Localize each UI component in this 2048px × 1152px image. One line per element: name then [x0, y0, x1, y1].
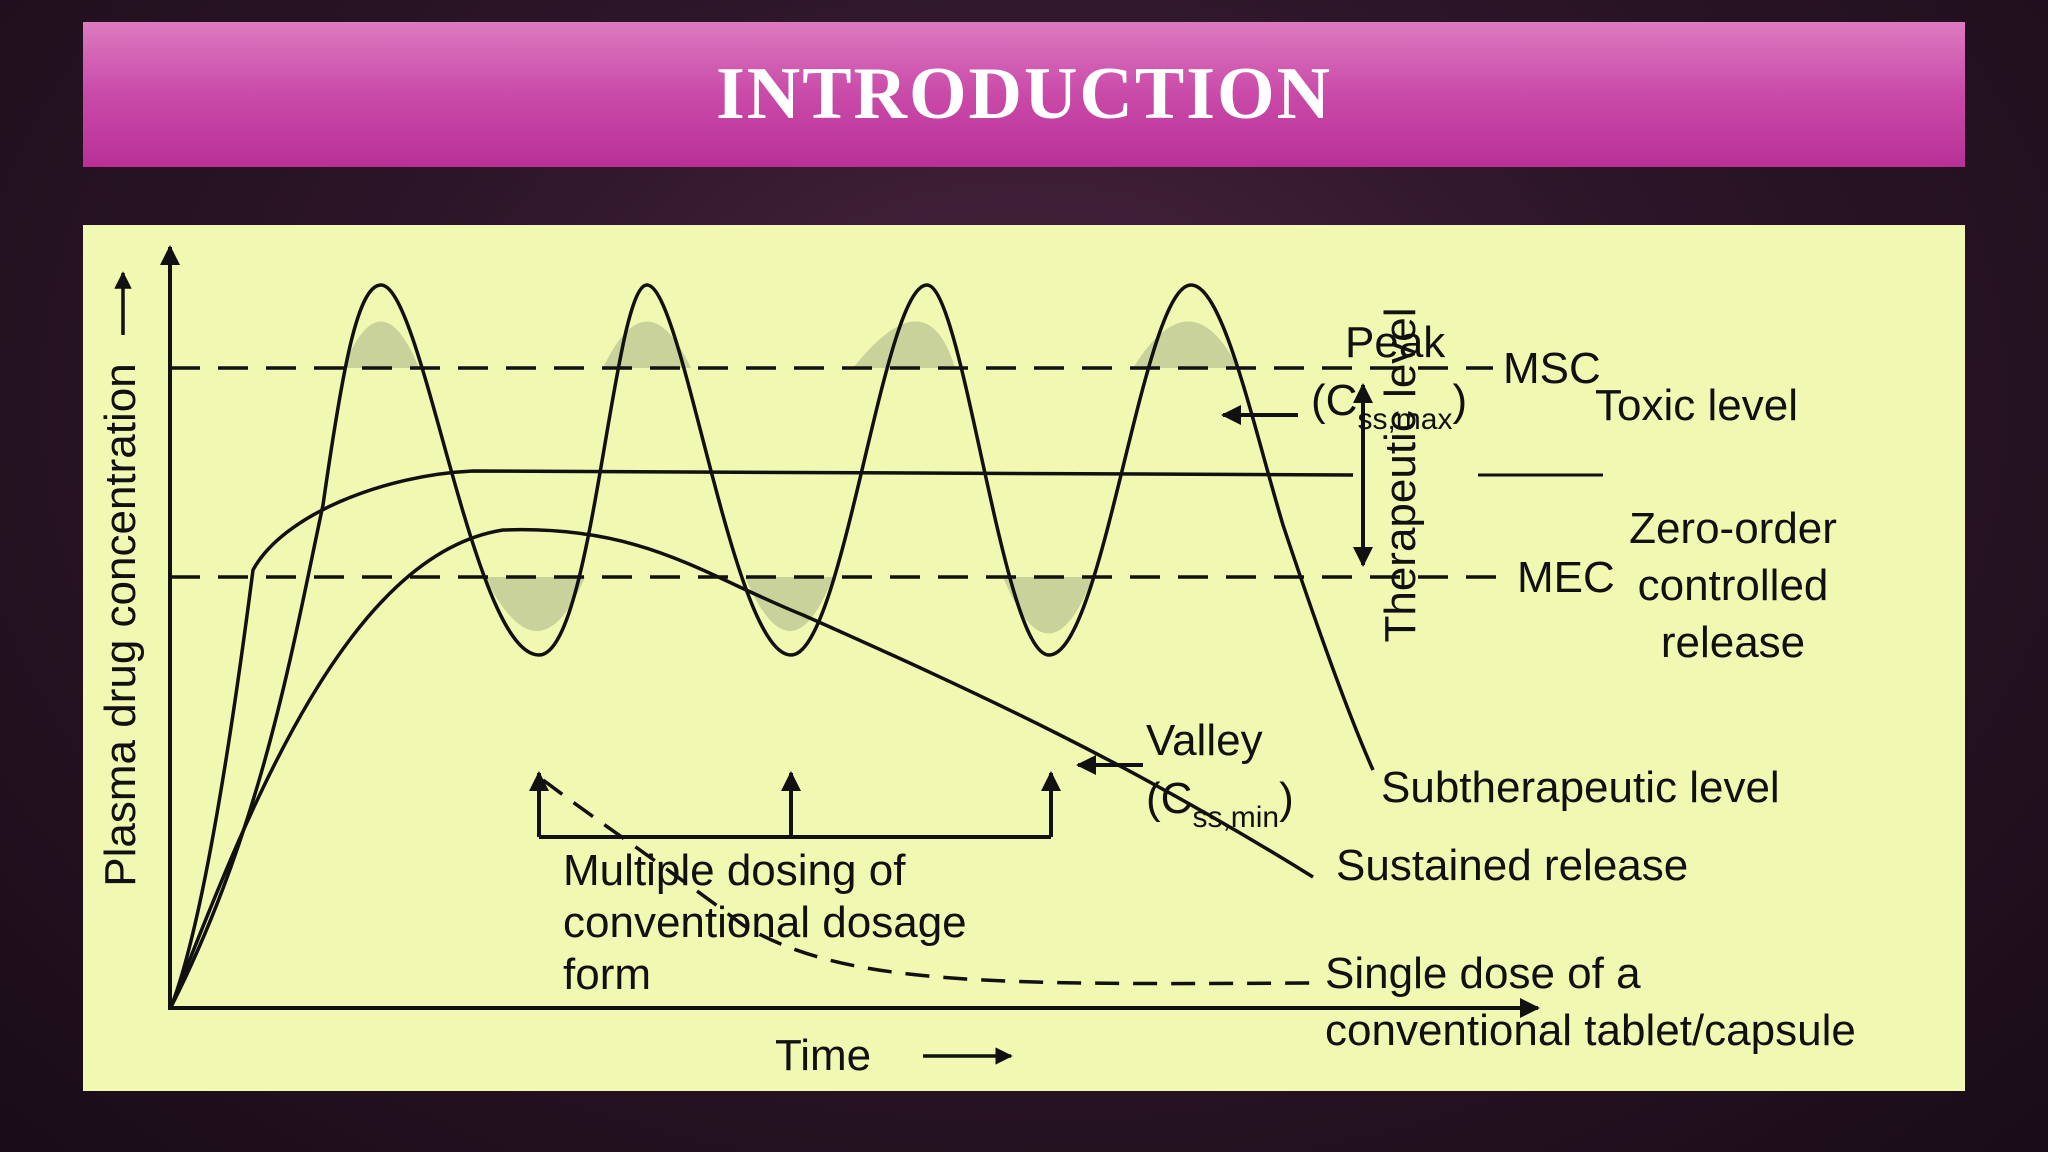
diagram-panel: Plasma drug concentration Time Peak (Css…: [83, 225, 1965, 1091]
zero-order-label-line3: release: [1661, 618, 1805, 667]
msc-label: MSC: [1503, 344, 1601, 393]
multiple-dosing-label-line3: form: [563, 950, 651, 999]
multiple-dosing-label-line1: Multiple dosing of: [563, 846, 906, 895]
x-axis-label: Time: [775, 1031, 871, 1080]
title-banner: INTRODUCTION: [83, 22, 1965, 167]
slide-title: INTRODUCTION: [715, 53, 1333, 135]
valley-symbol: (Css,min): [1146, 774, 1294, 834]
multiple-dosing-curve: [169, 283, 1375, 1008]
peak-label: Peak: [1345, 318, 1446, 367]
multiple-dosing-label-line2: conventional dosage: [563, 898, 967, 947]
valley-label: Valley: [1146, 716, 1263, 765]
peak-shading: [343, 321, 1238, 368]
single-dose-label-line2: conventional tablet/capsule: [1325, 1006, 1856, 1055]
plasma-concentration-diagram: Plasma drug concentration Time Peak (Css…: [96, 245, 1856, 1080]
zero-order-label-line2: controlled: [1638, 561, 1829, 610]
sustained-release-label: Sustained release: [1336, 841, 1688, 890]
sustained-release-curve: [169, 527, 1314, 1008]
toxic-level-label: Toxic level: [1595, 381, 1798, 430]
dosing-arrows: [529, 771, 1061, 839]
zero-order-curve: [169, 469, 1354, 1008]
subtherapeutic-label: Subtherapeutic level: [1381, 763, 1780, 812]
mec-label: MEC: [1517, 553, 1615, 602]
single-dose-curve: [541, 778, 1314, 986]
therapeutic-level-label: Therapeutic level: [1376, 307, 1425, 642]
y-axis-label: Plasma drug concentration: [96, 363, 145, 886]
single-dose-label-line1: Single dose of a: [1325, 949, 1641, 998]
zero-order-label-line1: Zero-order: [1629, 504, 1837, 553]
